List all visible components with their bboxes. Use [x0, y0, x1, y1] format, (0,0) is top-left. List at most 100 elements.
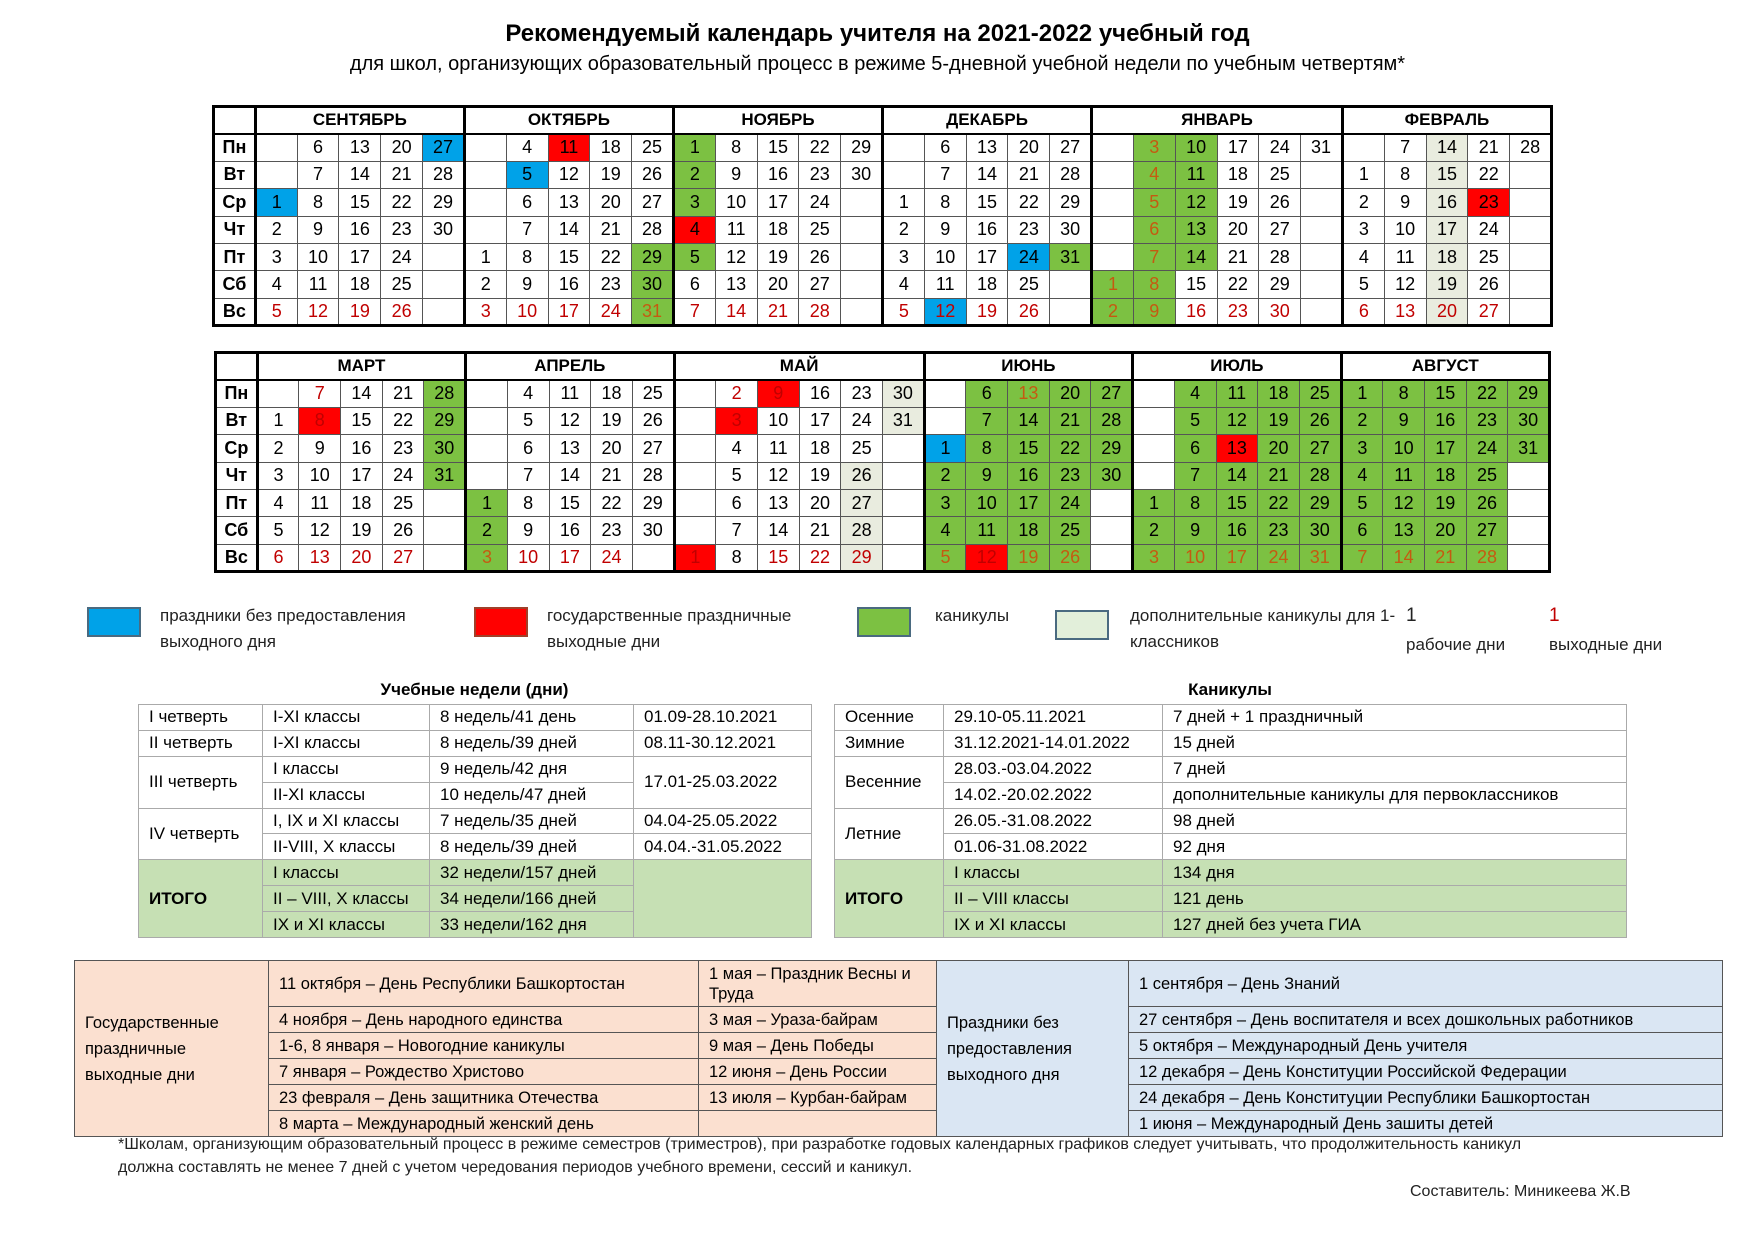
day-cell: 11 [756, 434, 800, 463]
legend-label-green: каникулы [935, 606, 1010, 625]
table-cell: Осенние [834, 704, 944, 731]
empty-cell [253, 133, 298, 162]
day-cell: 11 [923, 270, 967, 299]
day-cell: 17 [965, 242, 1009, 272]
day-cell: 11 [548, 379, 592, 408]
weekday-row: Вс 6 13 20 27 3 10 17 24 1 8 15 22 29 5 12 19 26 3 10 17 24 31… [215, 543, 1550, 573]
day-cell: 10 [1173, 543, 1217, 573]
day-cell: 5 [881, 297, 925, 327]
table-cell: I, IX и XI классы [262, 807, 430, 835]
day-cell: 19 [798, 461, 842, 490]
table-cell: I четверть [138, 704, 263, 731]
day-cell: 29 [1049, 188, 1093, 217]
weekday-label: Ср [213, 188, 257, 217]
day-cell: 7 [506, 461, 550, 490]
day-cell: 9 [296, 215, 340, 244]
table-cell: 14.02.-20.02.2022 [943, 781, 1163, 809]
holiday-item: 27 сентября – День воспитателя и всех до… [1128, 1006, 1723, 1033]
day-cell: 6 [715, 488, 758, 518]
day-cell: 16 [798, 379, 842, 408]
legend-label-red: государственные праздничные выходные дни [547, 606, 792, 651]
day-cell: 17 [548, 543, 592, 573]
table-cell: 9 недель/42 дня [429, 755, 634, 783]
empty-cell [882, 516, 925, 545]
weekday-label: Вт [213, 160, 257, 190]
day-cell: 1 [1131, 488, 1175, 518]
table-cell: 92 дня [1162, 833, 1627, 861]
day-cell: 23 [1257, 516, 1300, 545]
day-cell: 1 [1340, 160, 1385, 190]
empty-cell [672, 516, 717, 545]
day-cell: 21 [1423, 543, 1467, 573]
table-cell: 8 недель/39 дней [429, 833, 634, 861]
day-cell: 16 [547, 270, 591, 299]
table-cell: I-XI классы [262, 704, 430, 731]
legend-sample-work: 1 [1406, 605, 1417, 626]
day-cell: 10 [505, 297, 549, 327]
holiday-item: 11 октября – День Республики Башкортоста… [268, 960, 699, 1007]
empty-cell [255, 379, 300, 408]
day-cell: 23 [798, 160, 842, 190]
day-cell: 14 [965, 160, 1009, 190]
weekday-row: Ср 1 8 15 22 29 6 13 20 27 3 10 17 24 1 8 15 22 29 5 12 19 26 2… [213, 188, 1552, 217]
total-row: ИТОГО I классы 134 дня [834, 859, 1627, 939]
legend-label-blue: праздники без предоставления выходного д… [160, 606, 406, 651]
day-cell: 22 [380, 188, 424, 217]
day-cell: 29 [1507, 379, 1550, 408]
day-cell: 25 [1298, 379, 1342, 408]
month-name: ИЮНЬ [922, 351, 1134, 381]
calendar-sep-feb: СЕНТЯБРЬ ОКТЯБРЬ НОЯБРЬ ДЕКАБРЬ ЯНВАРЬ ФЕВРАЛ… [212, 105, 1553, 328]
empty-cell [1509, 297, 1552, 327]
empty-cell [1300, 188, 1343, 217]
day-cell: 24 [380, 242, 424, 272]
day-cell: 23 [1007, 215, 1051, 244]
legend-swatch-green [857, 607, 911, 637]
day-cell: 26 [1298, 406, 1342, 436]
day-cell: 1 [253, 188, 298, 217]
day-cell: 6 [923, 133, 967, 162]
month-name: ДЕКАБРЬ [880, 105, 1093, 135]
day-cell: 26 [381, 516, 425, 545]
day-cell: 21 [1467, 133, 1511, 162]
day-cell: 29 [840, 543, 883, 573]
empty-cell [672, 406, 717, 436]
day-cell: 6 [671, 270, 716, 299]
day-cell: 28 [631, 215, 674, 244]
empty-cell [840, 188, 883, 217]
day-cell: 24 [840, 406, 883, 436]
day-cell: 19 [340, 516, 383, 545]
day-cell: 25 [631, 133, 674, 162]
day-cell: 20 [1423, 516, 1467, 545]
table-cell: II-XI классы [262, 781, 430, 809]
day-cell: 5 [671, 242, 716, 272]
day-cell: 6 [965, 379, 1009, 408]
day-cell: 8 [505, 242, 549, 272]
day-cell: 17 [798, 406, 842, 436]
day-cell: 9 [298, 434, 342, 463]
day-cell: 4 [1173, 379, 1217, 408]
table-cell: дополнительные каникулы для первоклассни… [1162, 781, 1627, 809]
day-cell: 4 [1339, 461, 1384, 490]
day-cell: 5 [922, 543, 967, 573]
day-cell: 1 [1339, 379, 1384, 408]
empty-cell [462, 215, 507, 244]
day-cell: 6 [505, 188, 549, 217]
empty-cell [672, 488, 717, 518]
day-cell: 6 [1132, 215, 1176, 244]
day-cell: 18 [965, 270, 1009, 299]
empty-cell [1509, 242, 1552, 272]
day-cell: 15 [548, 488, 592, 518]
empty-cell [464, 379, 508, 408]
day-cell: 19 [1425, 270, 1469, 299]
empty-cell [840, 215, 883, 244]
day-cell: 16 [1425, 188, 1469, 217]
holiday-item: 13 июля – Курбан-байрам [698, 1084, 937, 1111]
holiday-item: 1 мая – Праздник Весны и Труда [698, 960, 937, 1007]
day-cell: 21 [381, 379, 425, 408]
day-cell: 30 [1507, 406, 1550, 436]
weekday-row: Пт 3 10 17 24 1 8 15 22 29 5 12 19 26 3 10 17 24 31 7 14 21 28… [213, 242, 1552, 272]
nodayoff-holidays-label: Праздники без предоставления выходного д… [936, 960, 1129, 1137]
day-cell: 14 [1007, 406, 1050, 436]
day-cell: 7 [671, 297, 716, 327]
day-cell: 16 [756, 160, 800, 190]
